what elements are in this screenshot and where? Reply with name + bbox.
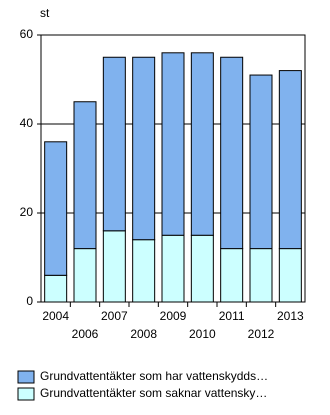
bar-segment [73,248,97,303]
bar-segment [249,248,273,303]
bar-segment [220,56,244,250]
legend-label: Grundvattentäkter som saknar vattensky… [40,386,267,400]
bar-segment [73,101,97,250]
bar-segment [102,230,126,303]
bar-segment [102,56,126,232]
bar-segment [161,234,185,303]
bar-segment [249,74,273,250]
x-tick-label: 2008 [130,327,157,341]
y-tick-label: 40 [20,116,34,130]
bar-segment [278,248,302,303]
y-tick-label: 20 [20,205,34,219]
legend-swatch [17,387,35,401]
x-tick-label: 2011 [219,309,245,323]
bar-segment [44,274,68,303]
legend-swatch [17,370,35,384]
bar-segment [278,70,302,250]
bar-segment [132,239,156,303]
y-unit: st [40,6,50,20]
bar-segment [190,234,214,303]
x-tick-label: 2007 [101,309,128,323]
bar-segment [161,52,185,236]
x-tick-label: 2009 [160,309,187,323]
x-tick-label: 2004 [42,309,69,323]
bar-segment [190,52,214,236]
x-tick-label: 2013 [277,309,304,323]
bar-segment [132,56,156,241]
x-tick-label: 2010 [189,327,216,341]
x-tick-label: 2006 [72,327,99,341]
bar-segment [220,248,244,303]
bar-segment [44,141,68,276]
x-tick-label: 2012 [248,327,275,341]
y-tick-label: 0 [26,294,33,308]
legend-label: Grundvattentäkter som har vattenskydds… [40,369,268,383]
plot-frame [40,34,306,303]
y-tick-label: 60 [20,27,34,41]
